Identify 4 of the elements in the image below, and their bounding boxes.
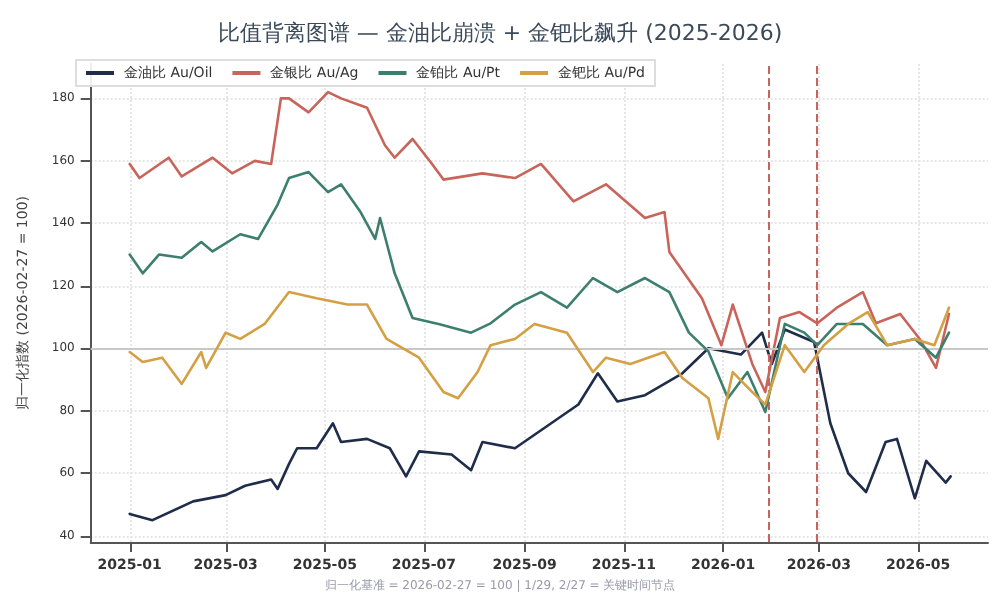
line-series <box>128 170 951 414</box>
line-series <box>128 328 952 522</box>
line-series <box>128 290 951 441</box>
chart-title: 比值背离图谱 — 金油比崩溃 + 金钯比飙升 (2025-2026) <box>217 20 783 46</box>
